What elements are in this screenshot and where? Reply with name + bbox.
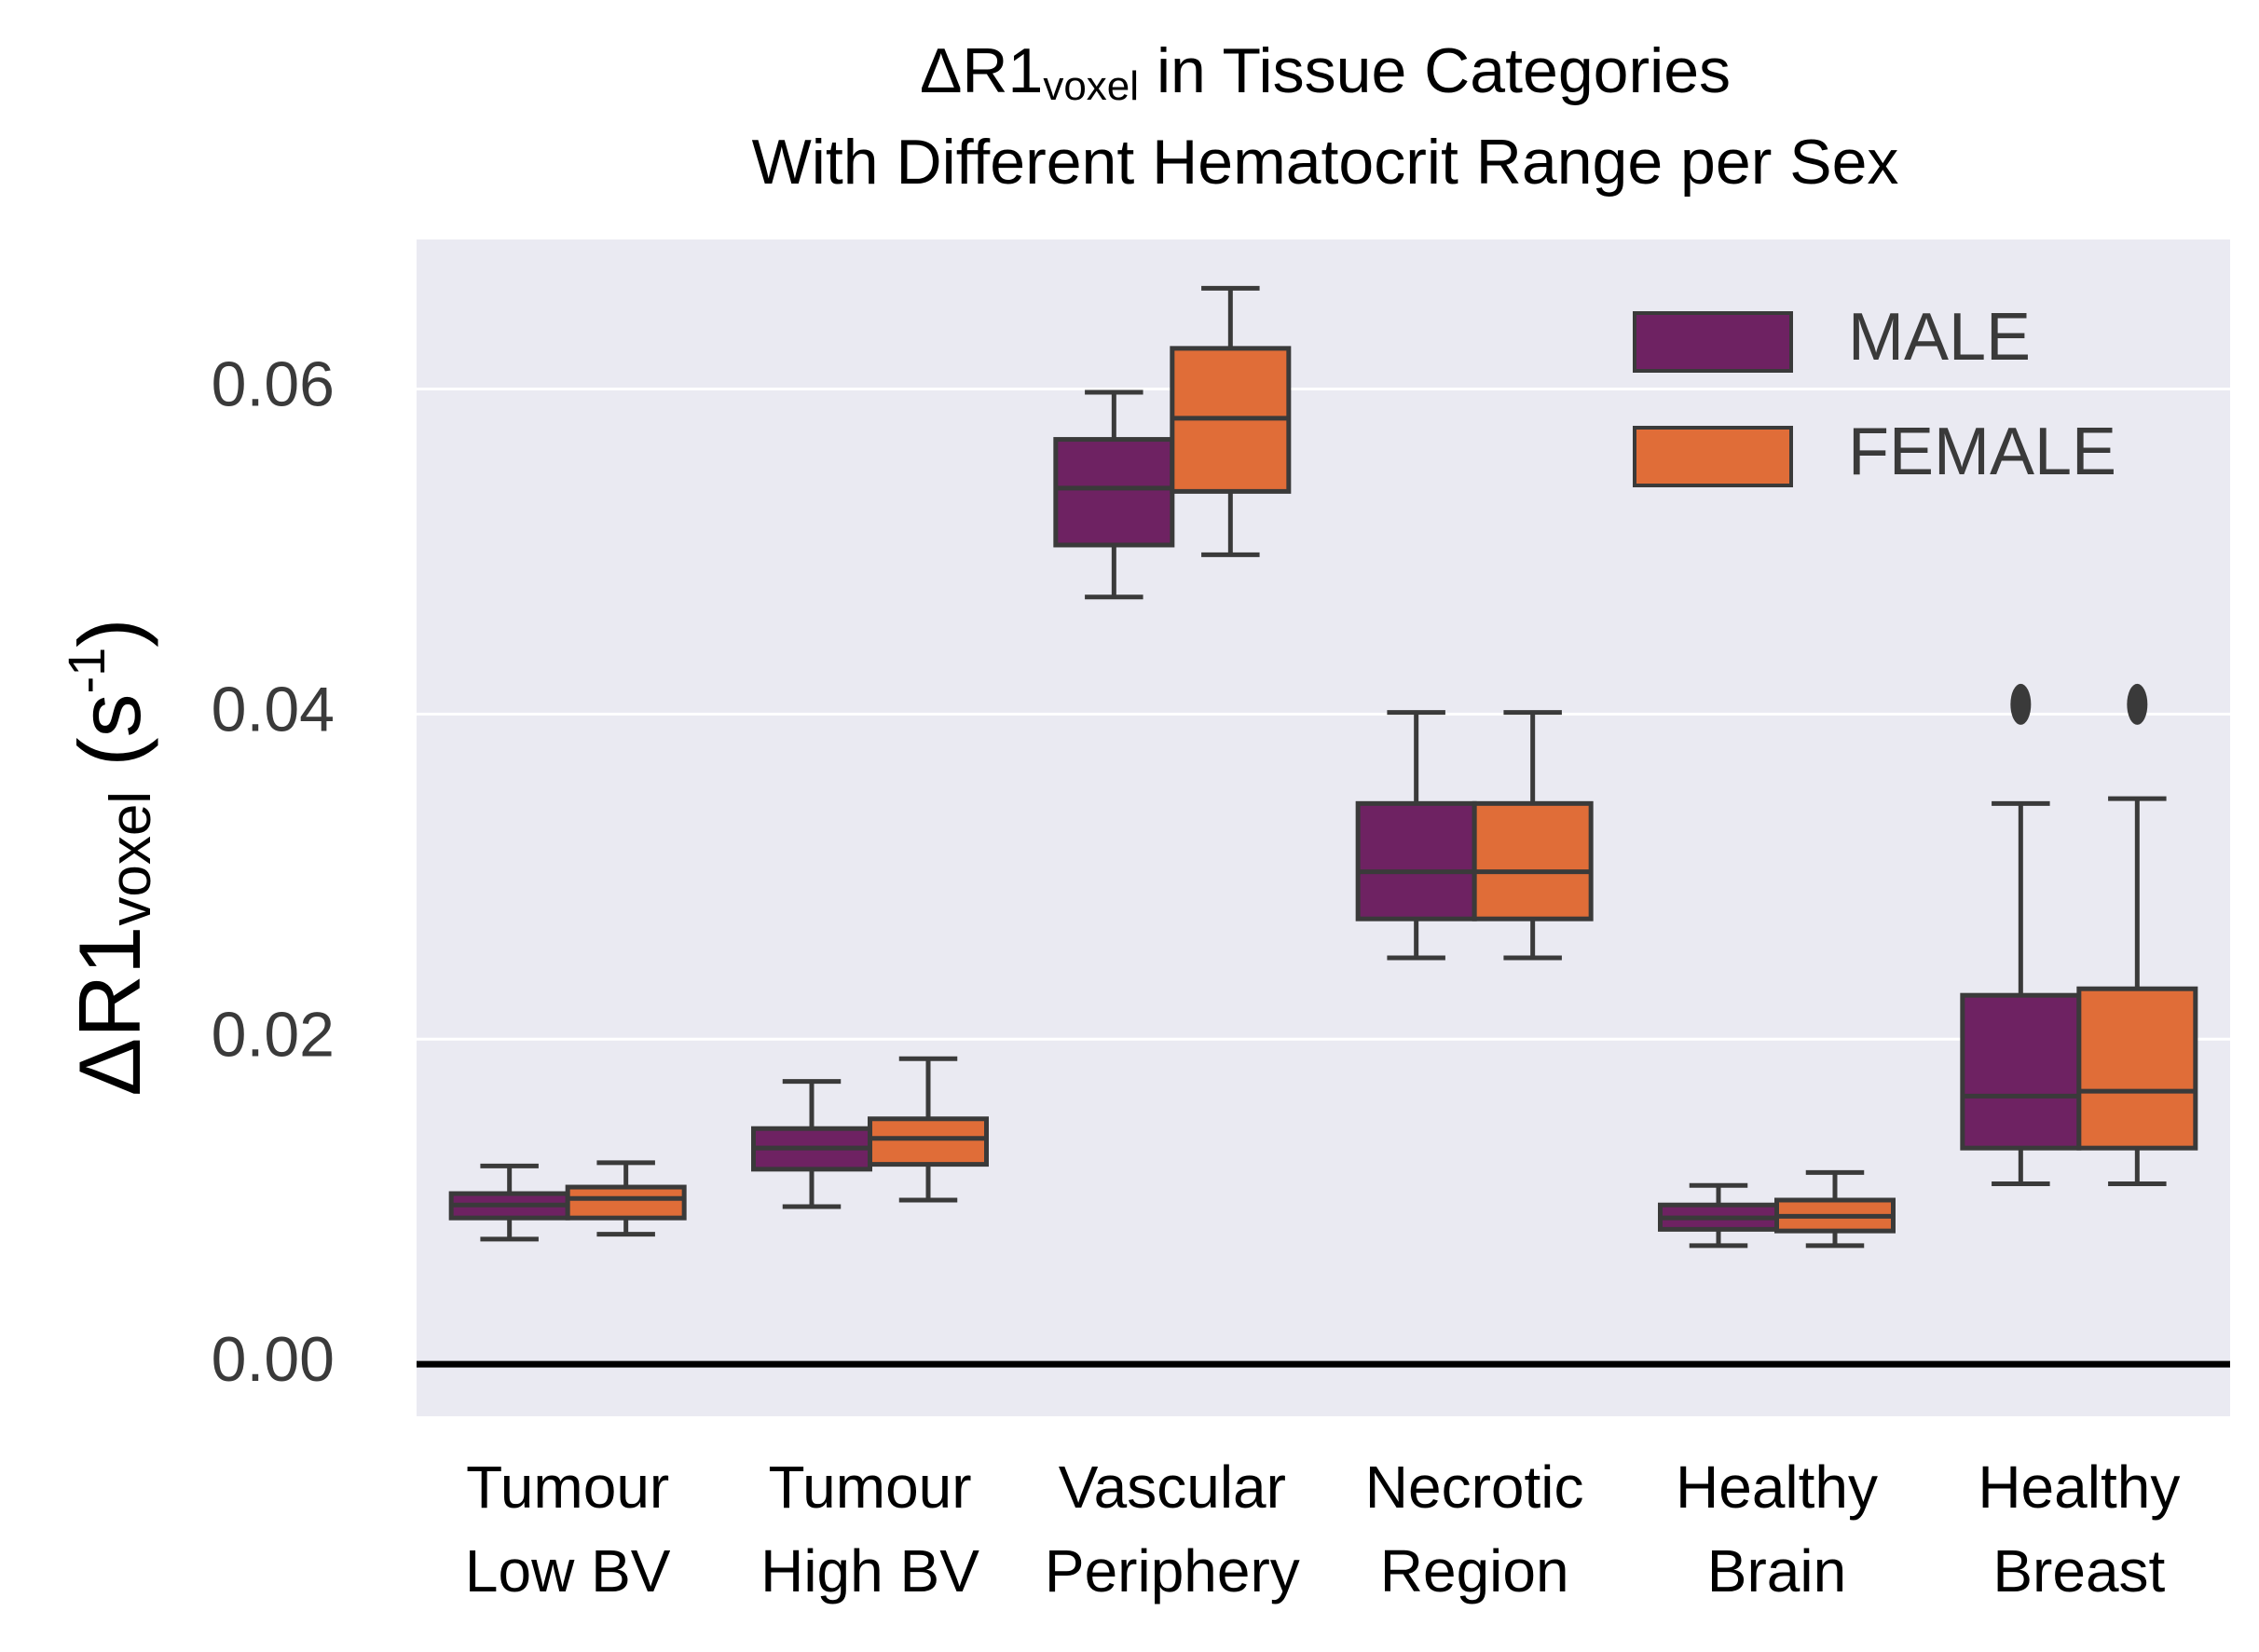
ylabel-part: voxel (99, 791, 163, 926)
box (2076, 986, 2198, 1151)
y-tick-label: 0.04 (212, 674, 335, 744)
x-tick-label: Brain (1707, 1537, 1846, 1604)
x-tick-label: Healthy (1978, 1454, 2180, 1521)
x-tick-label: Tumour (466, 1454, 669, 1521)
x-tick-label: Healthy (1676, 1454, 1878, 1521)
box (1472, 800, 1594, 922)
legend-label: MALE (1848, 300, 2031, 375)
ylabel-part: -1 (57, 648, 116, 694)
ylabel-part: ) (61, 618, 158, 647)
box (565, 1184, 687, 1221)
legend-label: FEMALE (1848, 415, 2116, 489)
box (1053, 437, 1175, 548)
legend-swatch (1633, 426, 1793, 487)
x-tick-label: Breast (1992, 1537, 2165, 1604)
y-tick-label: 0.02 (212, 999, 335, 1070)
ylabel-part: ΔR1 (61, 926, 158, 1097)
x-tick-label: Region (1380, 1537, 1569, 1604)
x-tick-label: Tumour (768, 1454, 971, 1521)
y-tick-label: 0.06 (212, 348, 335, 419)
box (868, 1116, 989, 1167)
title-part: voxel (1043, 63, 1139, 109)
box (1960, 992, 2082, 1151)
legend-swatch (1633, 311, 1793, 373)
flier (2010, 683, 2032, 725)
x-tick-label: High BV (760, 1537, 979, 1604)
box (1355, 800, 1477, 922)
y-tick-label: 0.00 (212, 1324, 335, 1395)
ylabel-part: (s (61, 693, 158, 790)
flier (2127, 683, 2148, 725)
title-part: in Tissue Categories (1139, 35, 1731, 106)
y-axis-label: ΔR1voxel (s-1) (57, 618, 164, 1096)
x-tick-label: Vascular (1059, 1454, 1286, 1521)
x-tick-label: Periphery (1045, 1537, 1300, 1604)
x-tick-label: Low BV (465, 1537, 671, 1604)
title-part: ΔR1 (920, 35, 1043, 106)
x-tick-label: Necrotic (1365, 1454, 1584, 1521)
plot-background (417, 239, 2230, 1416)
chart-subtitle: With Different Hematocrit Range per Sex (752, 127, 1899, 198)
chart-title: ΔR1voxel in Tissue Categories (920, 35, 1731, 109)
